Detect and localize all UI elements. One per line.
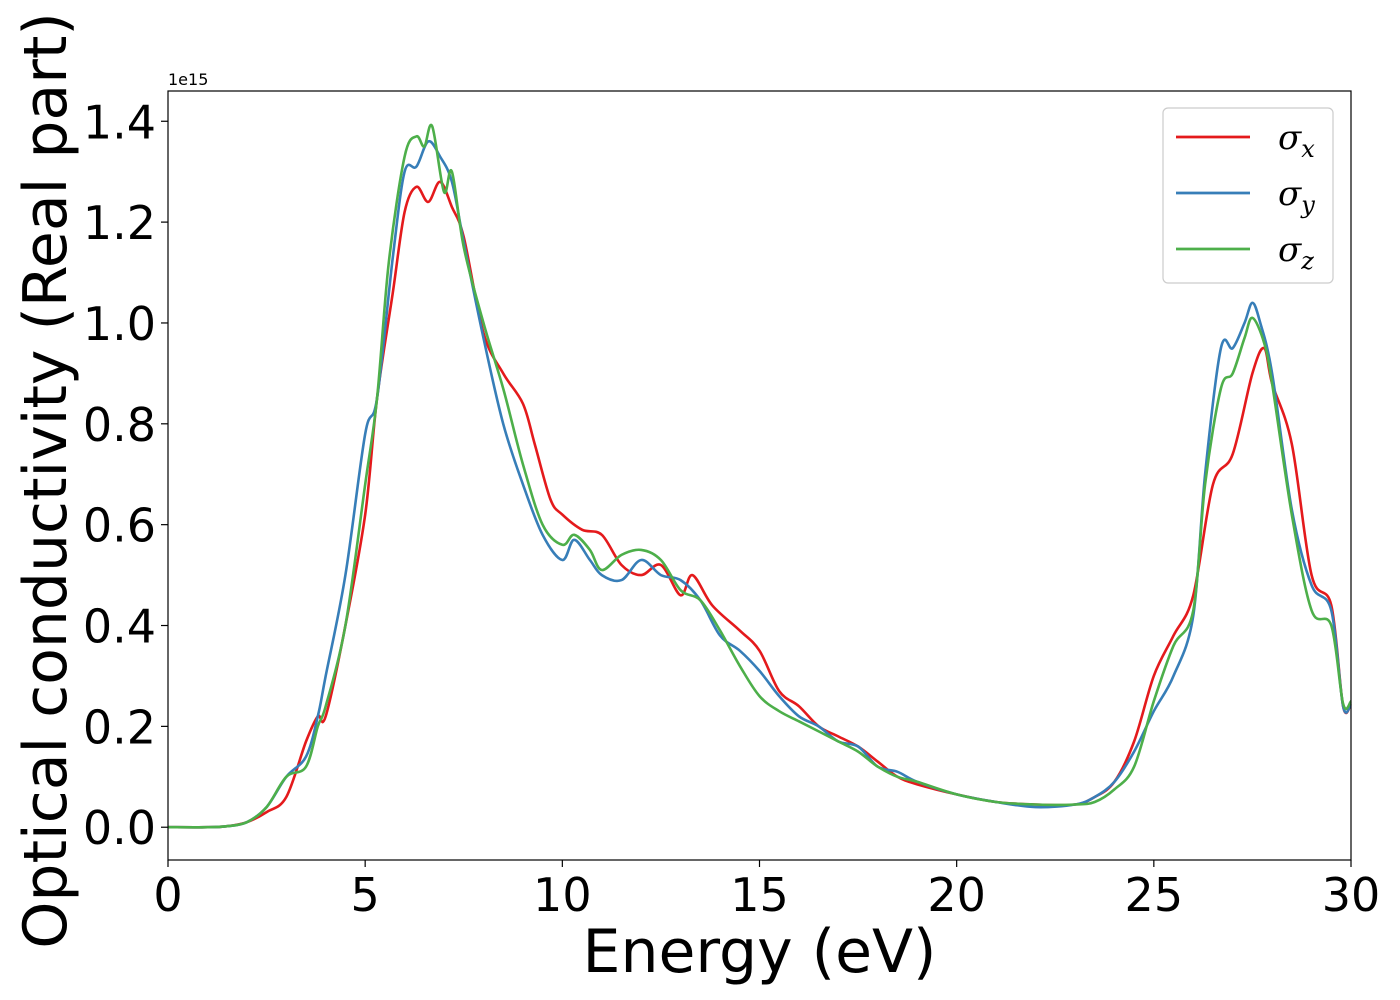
x-tick-label: 20 (927, 868, 986, 922)
y-tick-label: 0.8 (83, 398, 156, 452)
x-tick-label: 10 (533, 868, 592, 922)
y-tick-label: 0.2 (83, 700, 156, 754)
y-tick-label: 0.4 (83, 600, 156, 654)
legend-label-x: σx (1278, 118, 1315, 163)
series-line-x (167, 180, 1353, 829)
legend: σx σy σz (1162, 107, 1334, 284)
y-axis-label: Optical conductivity (Real part) (11, 12, 81, 949)
x-axis: 0 5 10 15 20 25 30 (153, 860, 1380, 922)
y-offset-label: 1e15 (168, 70, 208, 89)
x-tick-label: 0 (153, 868, 182, 922)
legend-label-y: σy (1278, 174, 1315, 219)
series-line-z (167, 123, 1353, 829)
y-tick-label: 0.6 (83, 499, 156, 553)
x-tick-label: 25 (1125, 868, 1184, 922)
y-tick-label: 1.0 (83, 297, 156, 351)
legend-label-z: σz (1278, 230, 1314, 275)
x-axis-label: Energy (eV) (583, 917, 937, 987)
y-tick-label: 1.4 (83, 95, 156, 149)
x-tick-label: 15 (730, 868, 789, 922)
legend-box (1162, 107, 1334, 284)
x-tick-label: 5 (351, 868, 380, 922)
y-tick-label: 0.0 (83, 801, 156, 855)
x-tick-label: 30 (1322, 868, 1381, 922)
series-line-y (167, 139, 1353, 829)
series-layer (167, 123, 1353, 829)
y-axis: 0.0 0.2 0.4 0.6 0.8 1.0 1.2 1.4 (83, 95, 168, 855)
y-tick-label: 1.2 (83, 196, 156, 250)
